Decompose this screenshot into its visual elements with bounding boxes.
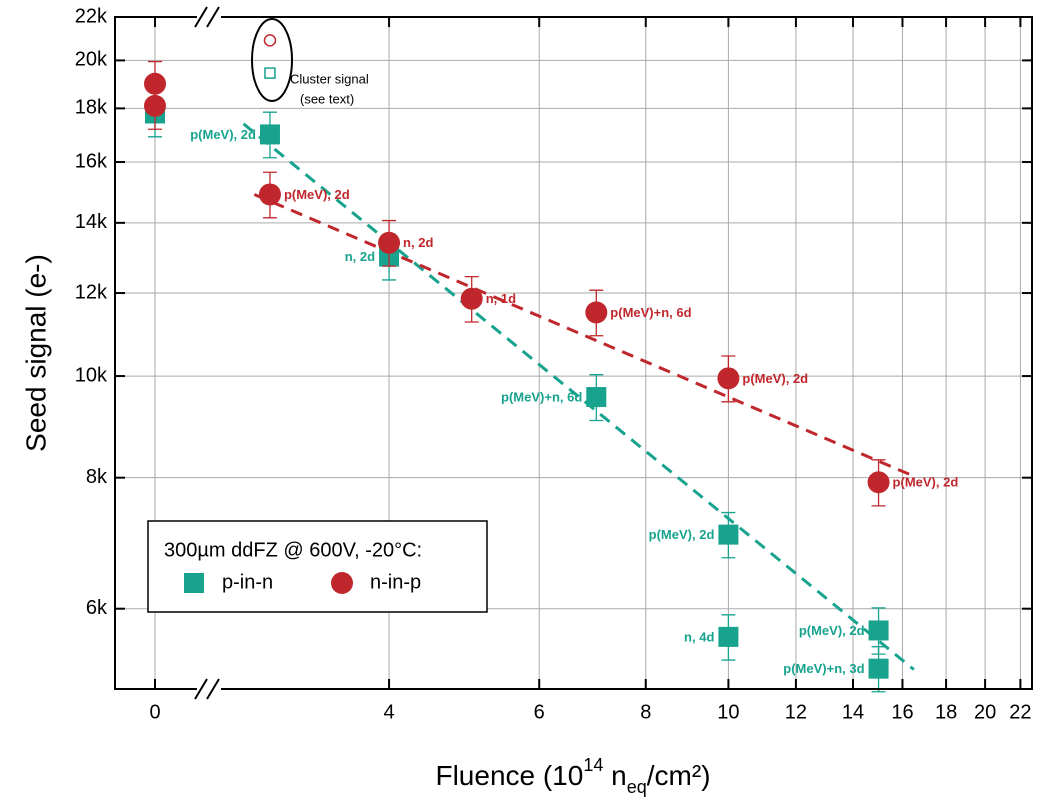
x-label-part: /cm²) <box>647 760 711 791</box>
x-tick-label: 16 <box>891 701 913 723</box>
y-tick-label: 14k <box>75 211 108 233</box>
legend-title: 300µm ddFZ @ 600V, -20°C: <box>164 539 422 561</box>
data-point <box>718 626 739 647</box>
y-tick-label: 18k <box>75 97 108 119</box>
legend-marker <box>331 572 353 594</box>
y-tick-label: 6k <box>86 597 108 619</box>
cluster-point <box>263 34 277 47</box>
point-label: n, 1d <box>486 291 516 306</box>
point-label: p(MeV)+n, 6d <box>610 305 691 320</box>
annotation: Cluster signal <box>290 71 369 86</box>
data-point <box>717 367 740 390</box>
point-label: p(MeV), 2d <box>799 623 865 638</box>
x-label-sub: eq <box>627 777 647 797</box>
plot-frame <box>114 16 1033 690</box>
data-point <box>867 471 890 494</box>
axis-break <box>194 6 221 700</box>
x-tick-label: 6 <box>534 701 545 723</box>
cluster-ellipse <box>251 18 293 102</box>
data-point <box>868 620 889 641</box>
point-label: n, 2d <box>403 235 433 250</box>
legend-marker <box>184 573 204 593</box>
y-tick-label: 10k <box>75 364 108 386</box>
annotation: (see text) <box>300 91 354 106</box>
x-tick-label: 10 <box>717 701 739 723</box>
point-label: p(MeV), 2d <box>742 371 808 386</box>
cluster-point <box>264 67 276 79</box>
x-label-sup: 14 <box>583 755 603 775</box>
y-tick-label: 12k <box>75 281 108 303</box>
data-point <box>144 94 166 117</box>
point-label: p(MeV)+n, 6d <box>501 389 582 404</box>
point-label: p(MeV), 2d <box>284 187 350 202</box>
x-tick-label: 12 <box>785 701 807 723</box>
y-tick-label: 22k <box>75 5 108 27</box>
fit-line <box>242 122 915 671</box>
data-point <box>258 183 281 206</box>
x-label-part: Fluence (10 <box>435 760 583 791</box>
legend-label: n-in-p <box>370 571 421 593</box>
x-tick-label: 22 <box>1009 701 1031 723</box>
x-label-part: n <box>603 760 626 791</box>
y-tick-label: 20k <box>75 49 108 71</box>
point-label: p(MeV), 2d <box>649 527 715 542</box>
point-label: p(MeV)+n, 3d <box>783 661 864 676</box>
data-point <box>378 231 401 254</box>
x-tick-label: 4 <box>383 701 394 723</box>
x-axis-label: Fluence (1014 neq/cm²) <box>435 755 710 797</box>
point-label: p(MeV), 2d <box>190 127 256 142</box>
x-tick-label: 20 <box>974 701 996 723</box>
data-point <box>718 524 739 545</box>
marks: p(MeV), 2d n, 2d p(MeV)+n, 6d p(MeV), 2d n, … <box>144 34 959 693</box>
point-label: n, 2d <box>345 249 375 264</box>
data-point <box>868 658 889 679</box>
point-label: p(MeV), 2d <box>893 475 959 490</box>
data-point <box>460 287 483 310</box>
data-point <box>259 124 280 145</box>
point-label: n, 4d <box>684 629 714 644</box>
data-point <box>586 387 607 408</box>
x-tick-label: 0 <box>149 701 160 723</box>
legend-label: p-in-n <box>222 571 273 593</box>
legend: 300µm ddFZ @ 600V, -20°C: p-in-n n-in-p <box>147 520 488 613</box>
y-tick-label: 16k <box>75 150 108 172</box>
y-axis-label: Seed signal (e-) <box>20 254 51 452</box>
x-tick-label: 14 <box>842 701 864 723</box>
legend-box <box>147 520 488 613</box>
x-tick-label: 18 <box>935 701 957 723</box>
y-tick-label: 8k <box>86 466 108 488</box>
x-tick-label: 8 <box>640 701 651 723</box>
data-point <box>585 301 608 324</box>
